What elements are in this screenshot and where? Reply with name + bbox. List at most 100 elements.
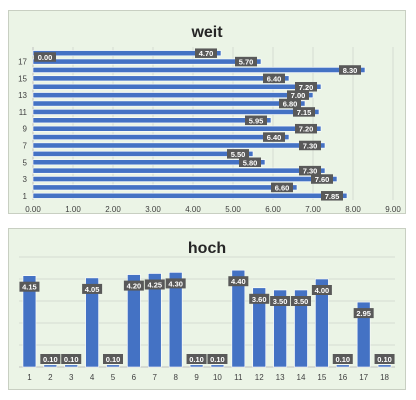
data-label-box	[353, 308, 374, 319]
data-label-box	[263, 73, 285, 84]
x-tick-label: 18	[380, 373, 389, 382]
bar	[210, 364, 225, 368]
bar	[32, 100, 306, 107]
data-label-box	[186, 354, 207, 364]
data-label: 7.20	[299, 125, 314, 134]
data-label: 0.10	[210, 355, 225, 364]
bar	[294, 289, 308, 368]
data-label: 0.10	[335, 355, 350, 364]
x-tick-label: 3	[69, 373, 74, 382]
bar	[32, 92, 314, 99]
data-label-box	[299, 140, 321, 151]
data-label: 7.20	[299, 83, 314, 92]
y-tick-label: 11	[19, 108, 28, 117]
data-label-box	[123, 280, 144, 291]
x-tick-label: 1	[27, 373, 32, 382]
data-label-box	[271, 182, 293, 193]
data-label: 4.30	[168, 279, 183, 288]
bar	[32, 83, 322, 90]
bar	[189, 364, 204, 368]
data-label: 8.30	[343, 66, 358, 75]
x-tick-label: 8.00	[345, 205, 361, 214]
data-label-box	[165, 278, 186, 289]
data-label: 3.60	[252, 295, 267, 304]
data-label: 5.80	[243, 158, 258, 167]
y-tick-label: 7	[23, 141, 28, 150]
y-tick-label: 9	[23, 125, 28, 134]
bar	[315, 278, 329, 368]
x-tick-label: 4	[90, 373, 95, 382]
data-label-box	[263, 132, 285, 142]
bar	[32, 192, 348, 199]
bar	[32, 134, 290, 140]
bar	[377, 364, 392, 368]
data-label-box	[239, 157, 261, 167]
data-label: 0.10	[43, 355, 58, 364]
x-tick-label: 13	[276, 373, 285, 382]
chart-weit-panel: weit 0.00 1.00 2.00 3.00 4.00 5.00 6.00 7.00 8.0…	[8, 10, 406, 214]
bar	[32, 58, 262, 65]
data-label-box	[293, 107, 315, 117]
bar	[356, 301, 371, 368]
chart-hoch-panel: hoch 4.15 1 0.10 2 0.10 3 4.05 4 0.10 5 4.20 6 4.25 7…	[8, 228, 406, 390]
x-tick-label: 10	[213, 373, 222, 382]
y-tick-label: 3	[23, 175, 28, 184]
data-label-box	[270, 296, 291, 306]
data-label: 3.50	[294, 297, 309, 306]
data-label: 3.50	[273, 297, 288, 306]
bar	[32, 142, 326, 149]
bar	[32, 176, 338, 182]
x-tick-label: 4.00	[185, 205, 201, 214]
y-tick-label: 13	[18, 91, 27, 100]
x-tick-label: 3.00	[145, 205, 161, 214]
x-tick-label: 9	[194, 373, 199, 382]
data-label: 0.10	[377, 355, 392, 364]
data-label-box	[295, 82, 317, 92]
data-label: 4.40	[231, 277, 246, 286]
bar	[32, 109, 320, 115]
data-label-box	[207, 354, 228, 364]
data-label: 6.80	[283, 100, 298, 109]
x-tick-label: 7	[153, 373, 158, 382]
data-label-box	[144, 279, 165, 290]
data-label-box	[295, 123, 317, 134]
data-label: 4.15	[22, 283, 37, 292]
data-label: 4.00	[315, 286, 330, 295]
data-label-box	[249, 293, 270, 304]
bar	[32, 125, 322, 132]
x-tick-label: 6.00	[265, 205, 281, 214]
data-label-box	[311, 174, 333, 184]
data-label: 4.20	[127, 282, 142, 291]
x-tick-label: 2.00	[105, 205, 121, 214]
data-label: 7.30	[303, 141, 318, 150]
data-label: 6.40	[267, 133, 282, 142]
data-label-box	[245, 115, 267, 126]
data-label-box	[339, 65, 361, 75]
x-tick-label: 1.00	[65, 205, 81, 214]
x-tick-label: 14	[297, 373, 306, 382]
data-label: 7.00	[291, 91, 306, 100]
chart-weit-plot: 0.00 1.00 2.00 3.00 4.00 5.00 6.00 7.00 8.00 9.00…	[18, 47, 401, 214]
data-label-box	[332, 354, 353, 364]
bar	[64, 364, 78, 368]
bar	[127, 274, 141, 368]
chart-weit-title: weit	[191, 24, 223, 41]
bar	[32, 167, 326, 174]
data-label: 4.25	[147, 281, 162, 290]
bar	[106, 364, 120, 368]
chart-hoch-title: hoch	[187, 240, 227, 257]
bar	[32, 75, 290, 82]
x-tick-label: 15	[317, 373, 326, 382]
x-tick-label: 9.00	[385, 205, 401, 214]
data-label-box	[228, 276, 249, 287]
chart-hoch-plot: 4.15 1 0.10 2 0.10 3 4.05 4 0.10 5 4.20 6 4.25 7 4.30 8…	[19, 256, 395, 382]
data-label: 2.95	[356, 309, 371, 318]
data-label: 7.15	[297, 108, 312, 117]
data-label-box	[287, 90, 309, 100]
x-tick-label: 17	[359, 373, 368, 382]
data-label: 7.85	[325, 192, 340, 201]
data-label-box	[195, 48, 217, 58]
data-label-box	[291, 296, 311, 306]
bar	[148, 273, 162, 368]
bar	[22, 275, 37, 368]
